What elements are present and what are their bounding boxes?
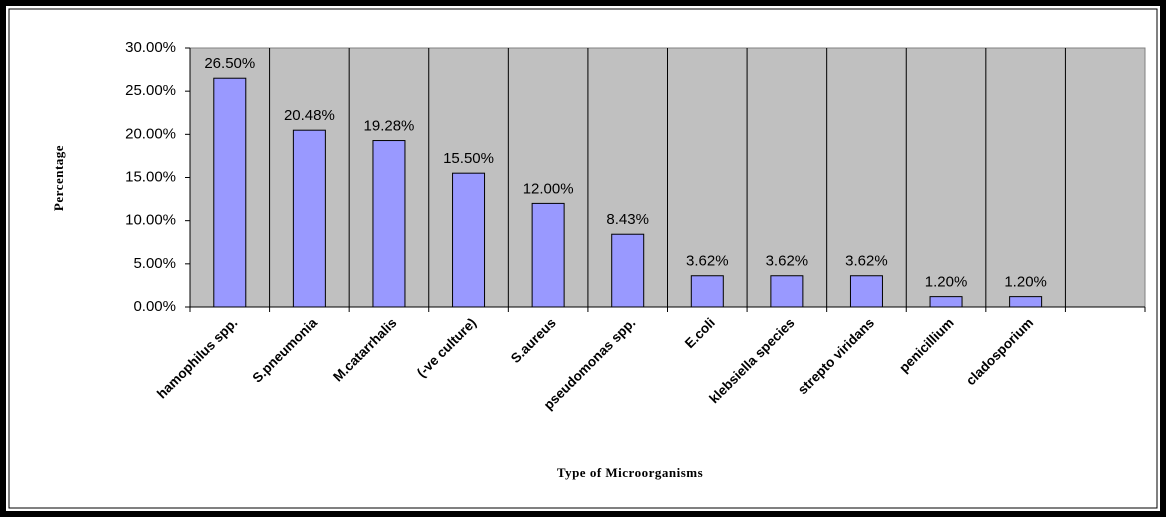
- bar: [1009, 296, 1043, 308]
- chart-border: [8, 8, 1158, 509]
- data-label: 15.50%: [443, 150, 494, 167]
- bar: [929, 296, 963, 308]
- y-tick-label: 0.00%: [133, 298, 176, 315]
- bar: [372, 140, 406, 308]
- bar: [770, 275, 804, 308]
- data-label: 1.20%: [925, 274, 968, 291]
- data-label: 1.20%: [1004, 274, 1047, 291]
- y-tick-label: 25.00%: [125, 82, 176, 99]
- y-tick-label: 20.00%: [125, 125, 176, 142]
- bar: [213, 77, 247, 308]
- y-axis-title: Percentage: [51, 145, 66, 211]
- bar: [849, 275, 883, 308]
- data-label: 20.48%: [284, 107, 335, 124]
- bar: [292, 129, 326, 308]
- bar: [690, 275, 724, 308]
- y-tick-label: 10.00%: [125, 212, 176, 229]
- y-tick-label: 15.00%: [125, 168, 176, 185]
- data-label: 8.43%: [606, 211, 649, 228]
- y-tick-label: 5.00%: [133, 255, 176, 272]
- data-label: 3.62%: [686, 253, 729, 270]
- bar: [452, 172, 486, 308]
- data-label: 3.62%: [766, 253, 809, 270]
- data-label: 19.28%: [364, 118, 415, 135]
- data-label: 3.62%: [845, 253, 888, 270]
- bar: [611, 233, 645, 308]
- x-axis-title: Type of Microorganisms: [557, 465, 703, 480]
- data-label: 12.00%: [523, 180, 574, 197]
- y-tick-label: 30.00%: [125, 39, 176, 56]
- data-label: 26.50%: [204, 55, 255, 72]
- bar: [531, 202, 565, 308]
